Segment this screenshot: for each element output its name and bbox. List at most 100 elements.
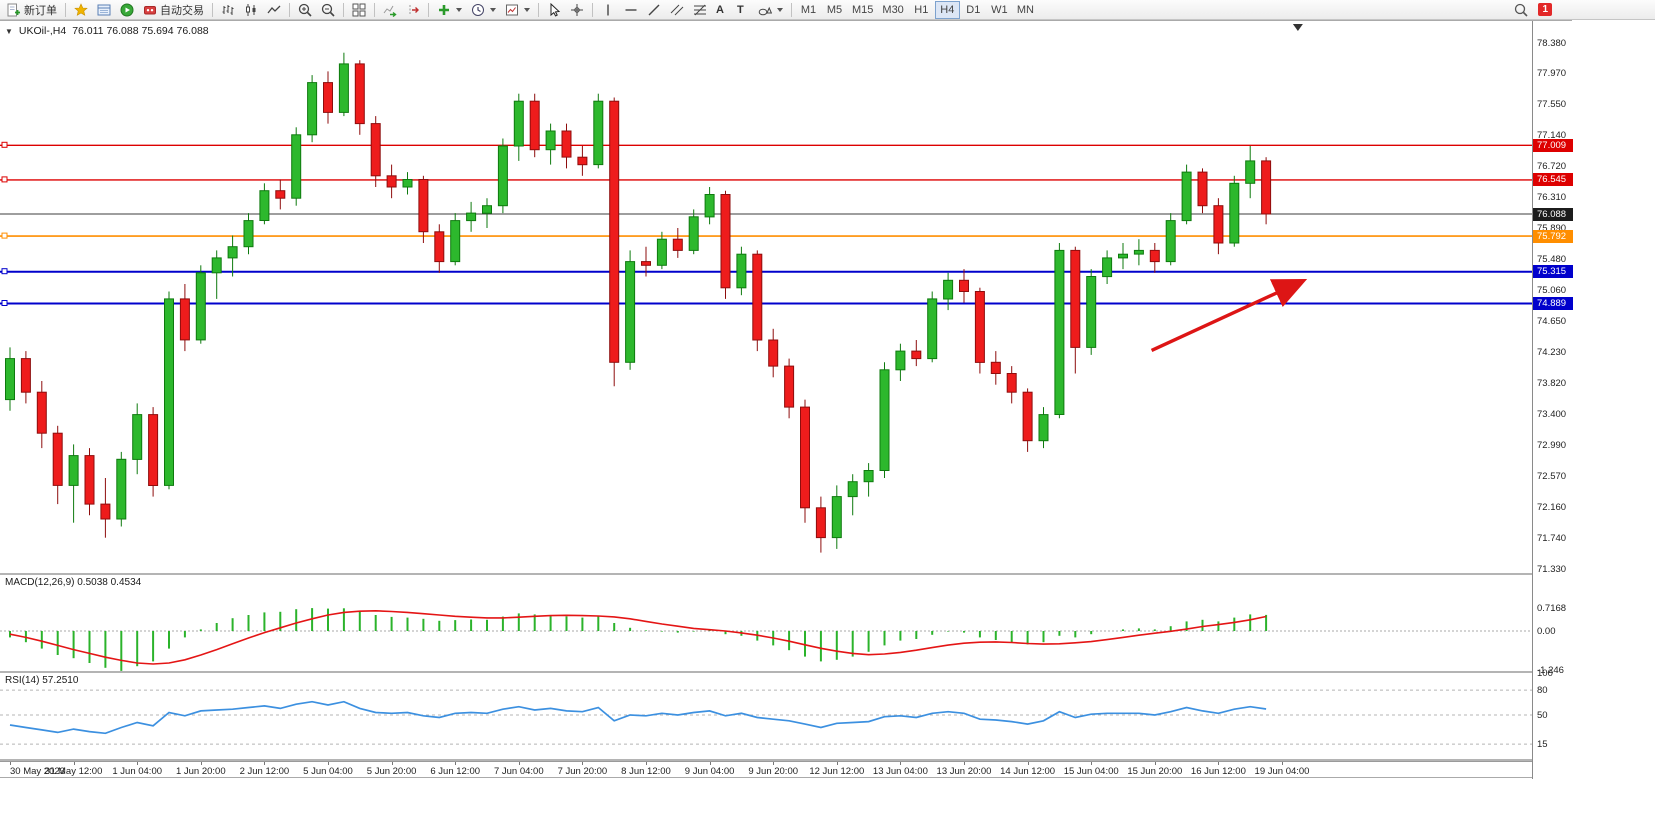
time-axis-tick [200,762,202,765]
zoom-out-button[interactable] [317,1,339,19]
bar-chart-type-button[interactable] [217,1,239,19]
time-axis[interactable]: 30 May 2023 31 May 12:00 1 Jun 04:00 1 Jun … [0,761,1532,779]
zoom-in-button[interactable] [294,1,316,19]
price-tag-75.792: 75.792 [1533,229,1573,243]
time-axis-label: 13 Jun 20:00 [936,766,992,777]
rsi-svg[interactable] [0,673,1532,759]
price-chart-svg[interactable] [0,21,1532,573]
timeframe-M15-button[interactable]: M15 [848,1,877,19]
pane-splitter[interactable] [0,671,1572,673]
toolbar-separator [212,2,213,17]
time-axis-label: 5 Jun 20:00 [366,766,417,777]
rsi-label: RSI(14) 57.2510 [5,675,79,686]
price-tag-77.009: 77.009 [1533,138,1573,152]
label-tool-icon: T [737,3,744,16]
time-axis-label: 14 Jun 12:00 [1000,766,1056,777]
text-tool-button[interactable]: A [712,1,732,19]
price-tag-75.315: 75.315 [1533,265,1573,279]
timeframe-M1-button[interactable]: M1 [796,1,821,19]
time-axis-label: 1 Jun 04:00 [112,766,163,777]
templates-dropdown-button[interactable] [501,1,534,19]
toolbar-separator [343,2,344,17]
time-axis-tick [964,762,965,765]
new-order-button[interactable]: 新订单 [3,1,61,19]
time-axis-tick [1282,762,1283,765]
price-axis-label: 77.140 [1537,130,1567,142]
pane-splitter[interactable] [0,573,1572,575]
time-axis-tick [709,762,711,765]
horizontal-line-tool-button[interactable] [620,1,642,19]
strategy-tester-button[interactable] [116,1,138,19]
time-axis-label: 9 Jun 20:00 [748,766,799,777]
macd-svg[interactable] [0,575,1532,671]
price-axis-label: 75.060 [1537,285,1567,297]
periods-dropdown-button[interactable] [467,1,500,19]
channel-tool-button[interactable] [666,1,688,19]
auto-scroll-icon [383,5,397,17]
chevron-down-icon [777,7,783,12]
macd-pane: MACD(12,26,9) 0.5038 0.4534 [0,575,1532,671]
add-indicator-icon [439,4,449,15]
toolbar-separator [592,2,593,17]
data-window-button[interactable] [93,1,115,19]
timeframe-M5-button[interactable]: M5 [822,1,847,19]
time-axis-tick [900,762,902,765]
time-axis-label: 13 Jun 04:00 [872,766,928,777]
timeframe-group: M1 M5 M15 M30 H1 H4 D1 W1 MN [796,0,1038,19]
fibonacci-tool-button[interactable] [689,1,711,19]
line-chart-type-button[interactable] [263,1,285,19]
zoom-out-icon [321,3,335,17]
price-tag-76.088: 76.088 [1533,207,1573,221]
cursor-tool-button[interactable] [543,1,565,19]
candlestick-type-button[interactable] [240,1,262,19]
chart-shift-button[interactable] [402,1,424,19]
timeframe-H4-button[interactable]: H4 [934,0,960,19]
time-axis-label: 30 May 2023 [10,766,65,777]
time-axis-tick [773,762,775,765]
notification-badge[interactable]: 1 [1538,3,1552,16]
shapes-dropdown-button[interactable] [754,1,787,19]
chart-shift-marker [1292,24,1303,31]
data-window-icon [97,4,111,15]
favorites-button[interactable] [70,1,92,19]
collapse-indicator-icon[interactable]: ▼ [5,26,13,36]
search-button[interactable] [1510,1,1532,19]
rsi-axis-label: 100 [1537,667,1553,679]
label-tool-button[interactable]: T [733,1,753,19]
time-axis-label: 6 Jun 12:00 [430,766,481,777]
timeframe-D1-button[interactable]: D1 [961,1,986,19]
chevron-down-icon [456,7,462,12]
vertical-line-tool-button[interactable] [597,1,619,19]
time-axis-tick [1027,762,1029,765]
price-tag-76.545: 76.545 [1533,173,1573,187]
price-axis[interactable]: 78.380 77.970 77.550 77.140 76.720 76.310 75.8… [1532,21,1573,779]
time-axis-label: 12 Jun 12:00 [809,766,865,777]
indicators-dropdown-button[interactable] [433,1,466,19]
tile-windows-button[interactable] [348,1,370,19]
timeframe-H1-button[interactable]: H1 [909,1,934,19]
time-axis-label: 8 Jun 12:00 [621,766,671,777]
chart-shift-icon [409,4,419,15]
line-chart-icon [267,5,281,13]
price-axis-label: 71.330 [1537,563,1567,575]
pane-splitter[interactable] [0,759,1572,761]
auto-scroll-button[interactable] [379,1,401,19]
new-order-icon [7,3,20,16]
timeframe-MN-button[interactable]: MN [1013,1,1038,19]
tile-windows-icon [352,3,366,16]
rsi-axis-label: 50 [1537,709,1548,721]
price-axis-label: 75.480 [1537,253,1567,265]
chevron-down-icon [524,7,530,12]
price-axis-label: 72.160 [1537,501,1567,513]
time-axis-tick [646,762,647,765]
time-axis-tick [836,762,838,765]
trendline-tool-button[interactable] [643,1,665,19]
time-axis-label: 19 Jun 04:00 [1254,766,1310,777]
autotrading-button[interactable]: 自动交易 [139,1,208,19]
crosshair-tool-button[interactable] [566,1,588,19]
timeframe-W1-button[interactable]: W1 [987,1,1012,19]
time-axis-tick [137,762,139,765]
chart-title: ▼ UKOil-,H4 76.011 76.088 75.694 76.088 [5,25,209,37]
timeframe-M30-button[interactable]: M30 [878,1,907,19]
